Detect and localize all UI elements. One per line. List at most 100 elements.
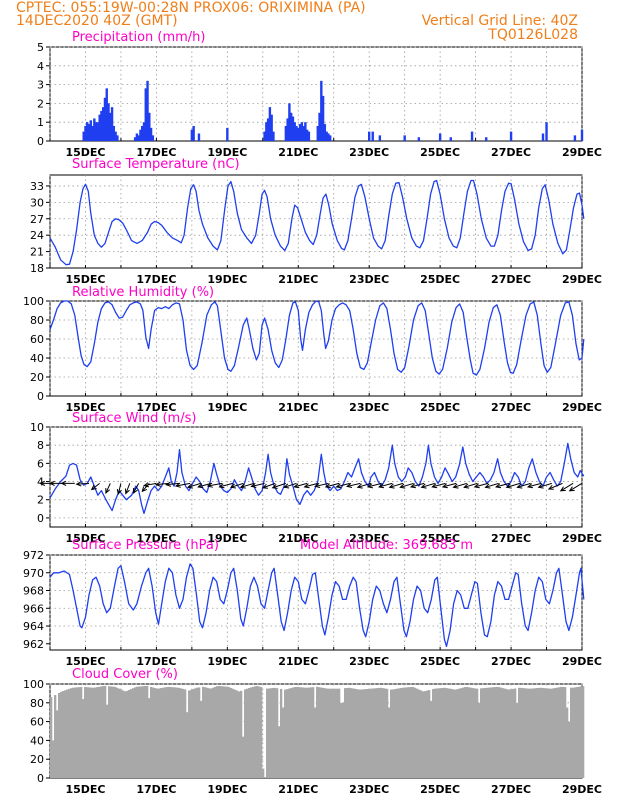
cloud-bar [206, 687, 209, 778]
precip-xtick-label: 25DEC [420, 146, 460, 159]
cloud-bar [394, 689, 397, 778]
wind-ytick-label: 4 [37, 476, 44, 489]
wind-vector [527, 482, 542, 488]
cloud-bar [538, 687, 541, 778]
precip-bar [190, 129, 194, 141]
wind-vector [410, 482, 425, 488]
wind-vector [156, 482, 169, 486]
cloud-bar [114, 686, 117, 778]
cloud-bar [112, 686, 115, 778]
wind-vector [166, 482, 180, 486]
cloud-bar [212, 687, 215, 778]
wind-vector [143, 482, 157, 487]
precip-ytick-label: 0 [37, 135, 44, 148]
cloud-bar [460, 688, 463, 778]
precip-bar [263, 131, 266, 141]
cloud-bar [404, 687, 407, 778]
cloud-bar [136, 686, 139, 778]
rh-xtick-label: 23DEC [349, 401, 389, 414]
temp-xtick-label: 19DEC [207, 273, 247, 286]
wind-vector-head [547, 484, 554, 490]
pres-xtick-label: 25DEC [420, 655, 460, 668]
cloud-bar [234, 689, 237, 778]
cloud-xtick-label: 17DEC [136, 783, 176, 796]
rh-xtick-label: 15DEC [65, 401, 105, 414]
temp-ytick-label: 21 [30, 246, 44, 259]
cloud-bar [494, 687, 497, 778]
wind-vector-head [463, 483, 470, 489]
cloud-bar [396, 688, 399, 778]
pres-ytick-label: 964 [23, 620, 44, 633]
pres-xtick-label: 27DEC [491, 655, 531, 668]
wind-vector-head [229, 483, 236, 489]
precip-bar [378, 135, 382, 141]
precip-bar [485, 137, 488, 141]
wind-vector [304, 482, 318, 488]
precip-bar [96, 122, 100, 141]
cloud-bar [252, 686, 255, 778]
cloud-bar [66, 689, 69, 778]
cloud-bar [304, 687, 307, 778]
cloud-bar [318, 687, 321, 778]
cloud-bar [374, 688, 377, 778]
precip-bar [417, 137, 421, 141]
cloud-bar [90, 687, 93, 778]
precip-bar [470, 131, 474, 141]
precip-bar [509, 131, 513, 141]
cloud-ytick-label: 60 [30, 716, 44, 729]
cloud-bar [200, 700, 203, 778]
cloud-bar [268, 688, 271, 778]
precip-bar [302, 125, 305, 141]
precip-bar [87, 124, 91, 141]
cloud-bar [164, 687, 167, 778]
wind-vector [389, 482, 404, 488]
temp-xtick-label: 25DEC [420, 273, 460, 286]
cloud-bar [276, 688, 279, 778]
wind-vector [315, 482, 329, 487]
header-grid-line: Vertical Grid Line: 40Z [421, 13, 578, 29]
wind-vector-head [452, 483, 459, 489]
precip-bar [541, 133, 545, 141]
wind-xtick-label: 25DEC [420, 532, 460, 545]
cloud-bar [126, 690, 129, 778]
cloud-bar [220, 686, 223, 778]
cloud-bar [280, 688, 283, 778]
cloud-bar [508, 689, 511, 778]
temp-xtick-label: 17DEC [136, 273, 176, 286]
precip-bar [265, 122, 268, 141]
precip-bar [288, 103, 291, 141]
wind-vector-head [239, 483, 246, 489]
cloud-bar [156, 688, 159, 778]
cloud-bar [74, 687, 77, 778]
precip-bar [86, 122, 89, 141]
cloud-bar [368, 688, 371, 778]
wind-vector [91, 482, 100, 490]
wind-vector-head [283, 483, 290, 489]
pres-annotation: Model Altitude: 369.683 m [300, 538, 473, 553]
cloud-bar [88, 687, 91, 778]
cloud-bar [574, 687, 577, 778]
cloud-bar [348, 687, 351, 778]
wind-vector [474, 482, 489, 488]
cloud-bar [240, 690, 243, 778]
cloud-bar [544, 688, 547, 778]
wind-vector [132, 483, 140, 494]
wind-xtick-label: 19DEC [207, 532, 247, 545]
precip-bar [116, 135, 119, 141]
cloud-bar [222, 686, 225, 778]
precip-bar [438, 133, 442, 141]
cloud-ytick-label: 20 [30, 753, 44, 766]
cloud-bar [208, 688, 211, 778]
precip-bar [289, 112, 293, 141]
cloud-bar [480, 688, 483, 778]
wind-vector [175, 482, 191, 487]
cloud-bar [354, 688, 357, 778]
cloud-bar [454, 689, 457, 778]
cloud-bar [564, 687, 567, 778]
precip-bar [139, 129, 142, 141]
wind-vector-head [271, 483, 278, 489]
cloud-bar [476, 688, 479, 778]
cloud-bar [330, 688, 333, 778]
cloud-bar [562, 686, 565, 778]
cloud-bar [578, 686, 581, 778]
